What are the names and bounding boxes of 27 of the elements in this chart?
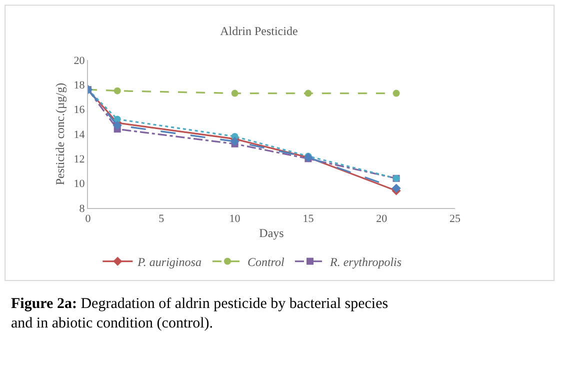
point bbox=[114, 87, 121, 94]
chart-title: Aldrin Pesticide bbox=[220, 24, 298, 38]
y-tick-label: 18 bbox=[74, 80, 86, 92]
point bbox=[392, 90, 400, 97]
x-tick-label: 5 bbox=[158, 213, 165, 226]
x-tick-label: 0 bbox=[85, 213, 92, 226]
point bbox=[392, 184, 401, 193]
point bbox=[231, 90, 238, 97]
caption: Figure 2a: Degradation of aldrin pesticide by bacterial species and in abiotic condition (control). bbox=[11, 296, 388, 332]
x-tick-label: 25 bbox=[450, 213, 461, 226]
y-tick-label: 8 bbox=[79, 202, 86, 215]
x-tick-label: 10 bbox=[229, 213, 241, 226]
y-tick-label: 14 bbox=[74, 128, 86, 141]
y-axis-title: Pesticide conc.(µg/g) bbox=[53, 82, 68, 186]
y-tick-label: 12 bbox=[74, 154, 85, 166]
y-tick-label: 16 bbox=[74, 104, 86, 116]
legend-label: P. auriginosa bbox=[136, 254, 202, 269]
x-tick-label: 15 bbox=[302, 213, 314, 226]
y-tick-label: 20 bbox=[74, 54, 86, 67]
point bbox=[304, 90, 312, 97]
legend-label: R. erythropolis bbox=[329, 254, 402, 269]
x-tick-label: 20 bbox=[376, 213, 388, 226]
point bbox=[230, 136, 240, 146]
legend-label: Control bbox=[247, 254, 286, 269]
x-axis-title: Days bbox=[259, 226, 284, 240]
point bbox=[112, 120, 122, 130]
y-tick-label: 10 bbox=[74, 178, 86, 190]
